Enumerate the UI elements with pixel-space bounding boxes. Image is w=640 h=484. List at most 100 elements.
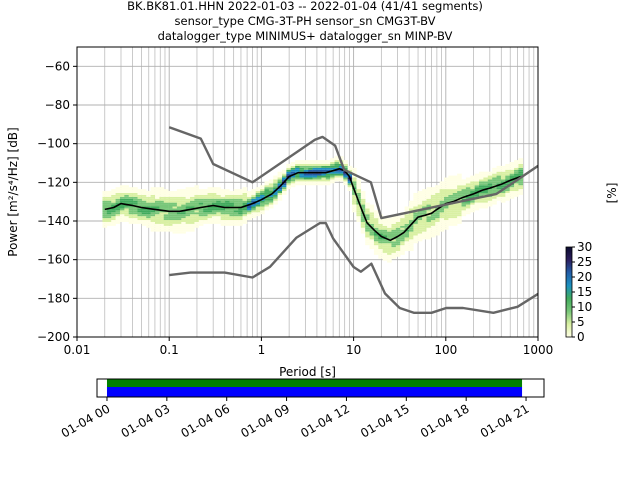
histogram-cell [150, 192, 156, 195]
histogram-cell [404, 225, 410, 228]
histogram-cell [430, 187, 436, 190]
histogram-cell [413, 198, 418, 201]
histogram-cell [408, 220, 414, 222]
histogram-cell [444, 181, 449, 184]
histogram-cell [216, 194, 221, 197]
histogram-cell [220, 208, 226, 211]
histogram-cell [303, 181, 309, 184]
histogram-cell [146, 198, 151, 201]
histogram-cell [457, 192, 462, 195]
histogram-cell [181, 204, 186, 207]
histogram-cell [141, 208, 147, 211]
histogram-cell [137, 208, 143, 211]
histogram-cell [430, 212, 436, 215]
histogram-cell [159, 206, 164, 209]
histogram-cell [225, 189, 230, 192]
histogram-cell [514, 175, 519, 178]
histogram-cell [168, 198, 173, 201]
histogram-cell [106, 221, 112, 224]
histogram-cell [452, 210, 458, 213]
x-axis-label: Period [s] [279, 365, 336, 379]
y-tick-label: −200 [37, 330, 70, 344]
time-tick-label: 01-04 06 [178, 401, 232, 440]
histogram-cell [150, 216, 156, 219]
histogram-cell [334, 163, 340, 166]
histogram-cell [395, 252, 401, 255]
histogram-cell [417, 194, 423, 197]
histogram-cell [343, 173, 348, 176]
histogram-cell [308, 179, 313, 182]
histogram-cell [321, 160, 327, 163]
histogram-cell [159, 220, 164, 222]
histogram-cell [465, 191, 471, 193]
histogram-cell [194, 214, 200, 217]
histogram-cell [220, 216, 226, 219]
histogram-cell [308, 173, 313, 176]
histogram-cell [492, 198, 497, 201]
histogram-cell [514, 185, 519, 188]
histogram-cell [190, 220, 195, 222]
histogram-cell [474, 185, 480, 188]
histogram-cell [461, 189, 467, 192]
histogram-cell [448, 185, 453, 188]
histogram-cell [413, 229, 418, 232]
histogram-cell [400, 241, 405, 244]
histogram-cell [229, 198, 235, 201]
x-tick-label: 0.1 [160, 343, 179, 357]
histogram-cell [242, 216, 248, 219]
title-line-1: BK.BK81.01.HHN 2022-01-03 -- 2022-01-04 … [127, 0, 483, 13]
histogram-cell [387, 247, 392, 250]
histogram-cell [163, 198, 169, 201]
histogram-cell [430, 231, 436, 234]
histogram-cell [518, 169, 524, 172]
histogram-cell [181, 223, 186, 226]
histogram-cell [168, 214, 173, 217]
histogram-cell [225, 194, 230, 197]
histogram-cell [334, 179, 340, 182]
histogram-cell [509, 194, 515, 197]
histogram-cell [190, 192, 195, 195]
histogram-cell [439, 181, 445, 184]
histogram-cell [378, 243, 383, 246]
histogram-cell [408, 249, 414, 251]
histogram-cell [133, 216, 138, 219]
histogram-cell [137, 214, 143, 217]
histogram-cell [308, 183, 313, 186]
histogram-cell [448, 198, 453, 201]
histogram-cell [496, 173, 502, 176]
histogram-cell [181, 202, 186, 205]
histogram-cell [277, 183, 283, 186]
histogram-cell [185, 220, 191, 222]
histogram-cell [452, 175, 458, 178]
histogram-cell [128, 218, 134, 221]
histogram-cell [176, 231, 182, 234]
histogram-cell [207, 202, 213, 205]
histogram-cell [470, 202, 475, 205]
histogram-cell [124, 185, 129, 188]
histogram-cell [435, 191, 440, 193]
histogram-cell [474, 183, 480, 186]
histogram-cell [133, 206, 138, 209]
histogram-cell [404, 245, 410, 248]
histogram-cell [496, 177, 502, 180]
histogram-cell [387, 256, 392, 259]
histogram-cell [133, 194, 138, 197]
histogram-cell [238, 216, 243, 219]
histogram-cell [461, 194, 467, 197]
histogram-cell [150, 220, 156, 222]
histogram-cell [303, 167, 309, 170]
histogram-cell [163, 189, 169, 192]
histogram-cell [395, 239, 401, 242]
histogram-cell [141, 210, 147, 213]
histogram-cell [211, 202, 217, 205]
histogram-cell [391, 243, 397, 246]
histogram-cell [408, 245, 414, 248]
histogram-cell [382, 250, 388, 253]
histogram-cell [317, 173, 322, 176]
histogram-cell [430, 208, 436, 211]
histogram-cell [268, 189, 274, 192]
histogram-cell [176, 204, 182, 207]
histogram-cell [360, 206, 366, 209]
histogram-cell [124, 194, 129, 197]
histogram-cell [479, 177, 484, 180]
